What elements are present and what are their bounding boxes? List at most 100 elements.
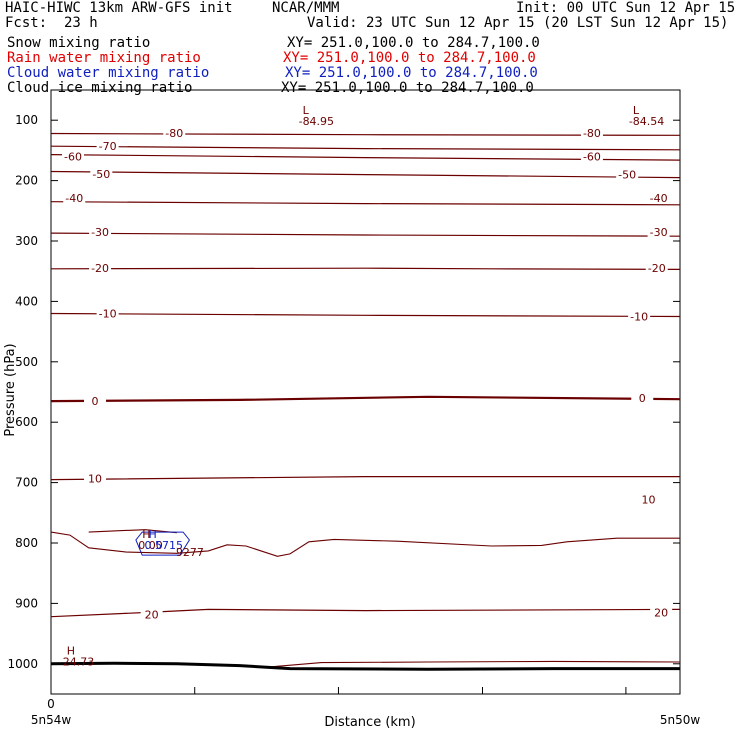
- isotherm-label-bg: [645, 262, 668, 274]
- extremum-symbol: H: [67, 645, 75, 658]
- isotherm-line: [50, 267, 681, 270]
- isotherm-line: [50, 312, 681, 318]
- isotherm-label-bg: [637, 493, 660, 505]
- field-xy-rain: XY= 251.0,100.0 to 284.7,100.0: [283, 50, 536, 66]
- isotherm-label-bg: [647, 192, 670, 204]
- isotherm-label-bg: [84, 395, 107, 407]
- isotherm-line: [50, 232, 681, 237]
- x-endpoint-label-right: 5n50w: [660, 713, 701, 727]
- y-tick-label: 600: [15, 415, 38, 429]
- isotherm-label: -10: [630, 311, 648, 324]
- plot-frame: [50, 89, 681, 695]
- isotherm-label: -50: [618, 169, 636, 182]
- y-tick-label: 900: [15, 596, 38, 610]
- isotherm-line: [50, 476, 680, 481]
- field-name-cloud-ice: Cloud ice mixing ratio: [7, 80, 193, 96]
- field-name-cloud-water: Cloud water mixing ratio: [7, 65, 210, 81]
- isotherm-label: -80: [165, 127, 183, 140]
- x-axis-title: Distance (km): [324, 715, 415, 730]
- init-time: Init: 00 UTC Sun 12 Apr 15: [516, 0, 736, 16]
- field-xy-cloud-water: XY= 251.0,100.0 to 284.7,100.0: [285, 65, 538, 81]
- valid-time: Valid: 23 UTC Sun 12 Apr 15 (20 LST Sun …: [307, 15, 729, 31]
- forecast-label: Fcst:: [5, 15, 48, 31]
- mixing-ratio-contour: [88, 529, 177, 534]
- isotherm-label-bg: [140, 608, 163, 620]
- isotherm-label-bg: [63, 192, 86, 204]
- y-tick-label: 300: [15, 234, 38, 248]
- y-tick-label: 200: [15, 174, 38, 188]
- isotherm-label: -60: [64, 150, 82, 163]
- isotherm-label-bg: [631, 392, 654, 404]
- extremum-symbol: L: [303, 104, 310, 117]
- y-tick-label: 500: [15, 355, 38, 369]
- isotherm-line: [50, 154, 681, 161]
- isotherm-label-bg: [90, 167, 113, 179]
- cloud-water-contour: [135, 531, 191, 556]
- isotherm-label: -30: [91, 226, 109, 239]
- isotherm-label: -80: [583, 127, 601, 140]
- isotherm-line: [50, 201, 681, 206]
- y-tick-label: 100: [15, 113, 38, 127]
- field-name-snow: Snow mixing ratio: [7, 35, 151, 51]
- isotherm-label-bg: [96, 140, 119, 152]
- x-endpoint-label-left: 5n54w: [31, 713, 72, 727]
- y-tick-label: 1000: [7, 657, 38, 671]
- isotherm-label: -50: [92, 168, 110, 181]
- isotherm-label-bg: [650, 606, 673, 618]
- isotherm-label: -70: [99, 140, 117, 153]
- extremum-value: 24.73: [63, 656, 95, 669]
- isotherm-label-bg: [62, 150, 85, 162]
- isotherm-label: 10: [642, 494, 656, 507]
- isotherm-label: -30: [650, 226, 668, 239]
- isotherm-label: -40: [65, 192, 83, 205]
- isotherm-label-bg: [580, 126, 603, 138]
- field-xy-snow: XY= 251.0,100.0 to 284.7,100.0: [287, 35, 540, 51]
- isotherm-label: 10: [88, 472, 102, 485]
- extremum-value: -84.95: [299, 115, 334, 128]
- isotherm-label: -20: [91, 262, 109, 275]
- isotherm-label-bg: [647, 225, 670, 237]
- isotherm-label-bg: [89, 262, 112, 274]
- y-tick-label: 700: [15, 476, 38, 490]
- terrain-line: [50, 661, 680, 671]
- isotherm-label: 0: [92, 395, 99, 408]
- isotherm-label: 20: [654, 606, 668, 619]
- chart-org: NCAR/MMM: [272, 0, 340, 16]
- isotherm-line: [50, 608, 681, 618]
- isotherm-label-bg: [96, 307, 119, 319]
- isotherm-line: [50, 395, 681, 403]
- isotherm-label-bg: [628, 310, 651, 322]
- isotherm-label-bg: [163, 126, 186, 138]
- isotherm-label: 20: [145, 608, 159, 621]
- y-axis-title: Pressure (hPa): [3, 343, 18, 436]
- field-xy-cloud-ice: XY= 251.0,100.0 to 284.7,100.0: [281, 80, 534, 96]
- isotherm-line: [50, 145, 681, 151]
- extremum-symbol: H: [142, 528, 150, 541]
- extremum-value: 0.00: [138, 539, 163, 552]
- mixing-ratio-contour: [50, 531, 680, 557]
- extremum-value: 9277: [176, 546, 204, 559]
- y-tick-label: 400: [15, 294, 38, 308]
- x-tick-label: 0: [47, 697, 55, 711]
- isotherm-line: [50, 132, 681, 136]
- extremum-value: 0.5715: [144, 539, 183, 552]
- mixing-ratio-contour: [271, 660, 681, 668]
- isotherm-label-bg: [84, 472, 107, 484]
- isotherm-label-bg: [89, 225, 112, 237]
- isotherm-label: -40: [650, 192, 668, 205]
- isotherm-label: 0: [639, 392, 646, 405]
- isotherm-label: -20: [648, 262, 666, 275]
- isotherm-line: [50, 170, 681, 179]
- extremum-symbol: L: [633, 104, 640, 117]
- forecast-hours: 23 h: [64, 15, 98, 31]
- field-name-rain: Rain water mixing ratio: [7, 50, 201, 66]
- extremum-value: -84.54: [629, 115, 664, 128]
- isotherm-label: -10: [99, 307, 117, 320]
- chart-title: HAIC-HIWC 13km ARW-GFS init: [5, 0, 233, 16]
- extremum-symbol: H: [148, 528, 156, 541]
- y-tick-label: 800: [15, 536, 38, 550]
- isotherm-label-bg: [580, 150, 603, 162]
- isotherm-label: -60: [583, 150, 601, 163]
- isotherm-label-bg: [616, 168, 639, 180]
